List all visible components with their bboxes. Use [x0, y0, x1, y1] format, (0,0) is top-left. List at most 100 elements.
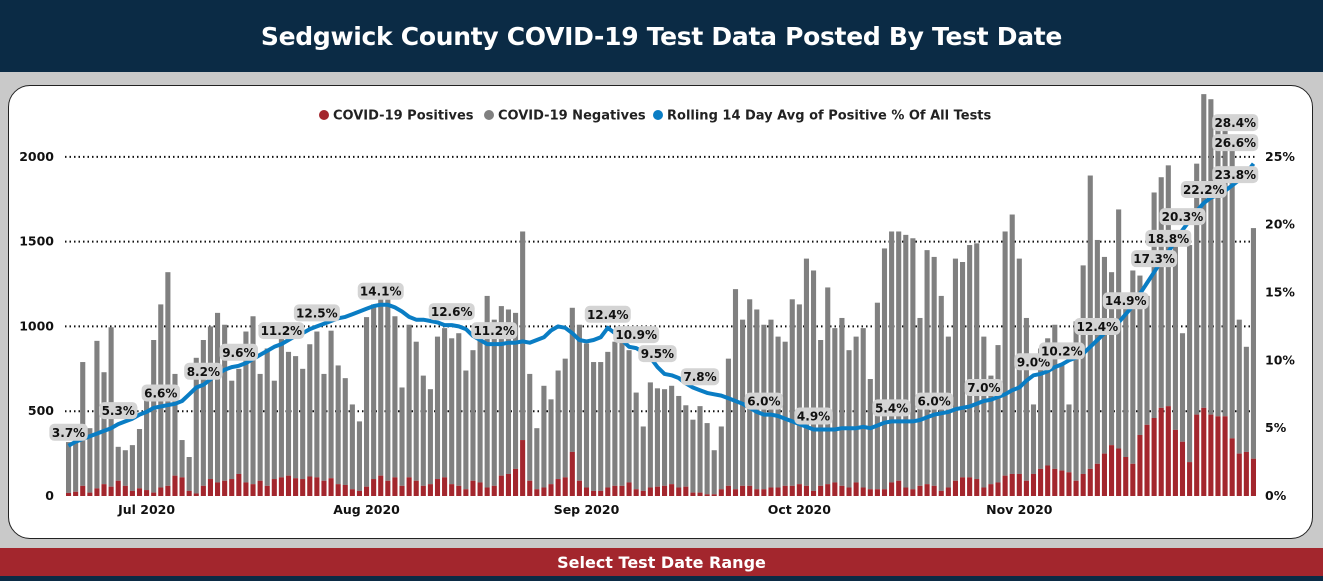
bar-positives — [974, 479, 980, 496]
left-tick-label: 2000 — [19, 149, 54, 164]
bar-negatives — [122, 450, 128, 486]
bar-positives — [179, 477, 185, 496]
bar-negatives — [548, 399, 554, 485]
bar-positives — [335, 484, 341, 496]
legend-item-0[interactable]: COVID-19 Positives — [333, 109, 474, 124]
bar-negatives — [881, 248, 888, 490]
bar-positives — [1130, 463, 1136, 496]
point-label-bg — [1212, 166, 1259, 184]
point-label-text: 6.0% — [747, 395, 780, 409]
bar-negatives — [87, 428, 93, 493]
point-label: 12.6% — [428, 303, 475, 321]
point-label-text: 14.1% — [360, 285, 402, 299]
bar-positives — [1101, 453, 1108, 496]
bar-negatives — [591, 362, 597, 491]
bar-positives — [1108, 445, 1115, 496]
bar-negatives — [456, 333, 462, 486]
bar-positives — [1243, 451, 1249, 496]
point-label-bg — [794, 407, 833, 425]
bar-positives — [328, 478, 334, 496]
bar-negatives — [356, 421, 363, 491]
bar-positives — [1208, 414, 1214, 496]
point-label-text: 7.0% — [967, 381, 1000, 395]
point-label: 10.9% — [613, 326, 660, 344]
bar-positives — [314, 477, 320, 496]
bar-positives — [555, 479, 561, 496]
point-label-bg — [638, 345, 677, 363]
point-label-text: 5.4% — [875, 401, 908, 415]
bar-positives — [200, 485, 206, 496]
bar-positives — [250, 484, 256, 496]
bar-negatives — [314, 331, 320, 478]
bar-positives — [136, 488, 143, 496]
bar-positives — [378, 475, 384, 496]
bar-positives — [562, 477, 568, 496]
bar-positives — [80, 485, 86, 496]
bar-positives — [697, 492, 703, 496]
point-label-bg — [99, 402, 138, 420]
point-label-text: 12.4% — [587, 308, 629, 322]
bar-positives — [669, 484, 675, 496]
bar-positives — [214, 482, 221, 496]
legend-item-1[interactable]: COVID-19 Negatives — [498, 109, 646, 124]
bar-negatives — [505, 309, 512, 474]
bar-negatives — [129, 445, 135, 491]
bar-positives — [321, 480, 327, 496]
bar-positives — [548, 484, 554, 496]
point-label-text: 12.4% — [1077, 320, 1119, 334]
point-label: 6.6% — [141, 384, 180, 402]
bar-positives — [243, 482, 249, 496]
bar-positives — [818, 485, 824, 496]
right-tick-label: 0% — [1265, 488, 1287, 503]
bar-negatives — [683, 405, 689, 487]
point-label-bg — [357, 282, 404, 300]
point-label-text: 17.3% — [1133, 252, 1175, 266]
bar-positives — [931, 485, 937, 496]
bar-negatives — [214, 312, 221, 483]
bar-positives — [1229, 438, 1235, 496]
select-test-date-range-button[interactable]: Select Test Date Range — [0, 548, 1323, 576]
bar-negatives — [307, 344, 313, 477]
bar-negatives — [1052, 324, 1058, 469]
bar-negatives — [1243, 346, 1249, 452]
bar-negatives — [931, 256, 937, 486]
bar-positives — [534, 489, 540, 496]
bar-negatives — [1144, 295, 1150, 425]
point-label: 11.2% — [258, 322, 305, 340]
bar-positives — [1179, 441, 1186, 496]
bar-negatives — [839, 317, 845, 486]
bar-negatives — [271, 380, 277, 480]
point-label-text: 7.8% — [683, 370, 716, 384]
bar-negatives — [1073, 321, 1079, 481]
point-label-text: 10.9% — [615, 328, 657, 342]
legend-item-2[interactable]: Rolling 14 Day Avg of Positive % Of All … — [667, 109, 992, 124]
bar-negatives — [676, 395, 682, 488]
page-title: Sedgwick County COVID-19 Test Data Poste… — [260, 21, 1063, 51]
bar-positives — [122, 485, 128, 496]
bar-negatives — [427, 389, 433, 485]
bar-positives — [711, 494, 717, 496]
point-label-text: 9.5% — [641, 347, 674, 361]
point-label: 8.2% — [184, 362, 223, 380]
point-label-text: 8.2% — [187, 365, 220, 379]
bar-positives — [583, 487, 590, 496]
stacked-bar-line-chart[interactable]: COVID-19 Positives COVID-19 Negatives Roll… — [9, 86, 1312, 538]
point-label-bg — [293, 304, 340, 322]
bar-negatives — [1179, 333, 1186, 442]
bar-negatives — [94, 340, 100, 489]
bar-positives — [222, 480, 228, 496]
bar-negatives — [796, 304, 802, 485]
point-label: 9.6% — [219, 343, 259, 361]
chart-legend[interactable]: COVID-19 Positives COVID-19 Negatives Roll… — [319, 109, 992, 124]
point-label-text: 5.3% — [102, 404, 135, 418]
bar-negatives — [1208, 99, 1214, 415]
bar-negatives — [434, 336, 441, 480]
bar-negatives — [718, 426, 724, 490]
bar-negatives — [782, 341, 788, 486]
bar-positives — [981, 487, 987, 496]
point-label-bg — [1102, 292, 1149, 310]
bar-positives — [449, 484, 455, 496]
bar-positives — [165, 485, 171, 496]
bar-positives — [654, 486, 661, 496]
bar-negatives — [697, 406, 703, 493]
